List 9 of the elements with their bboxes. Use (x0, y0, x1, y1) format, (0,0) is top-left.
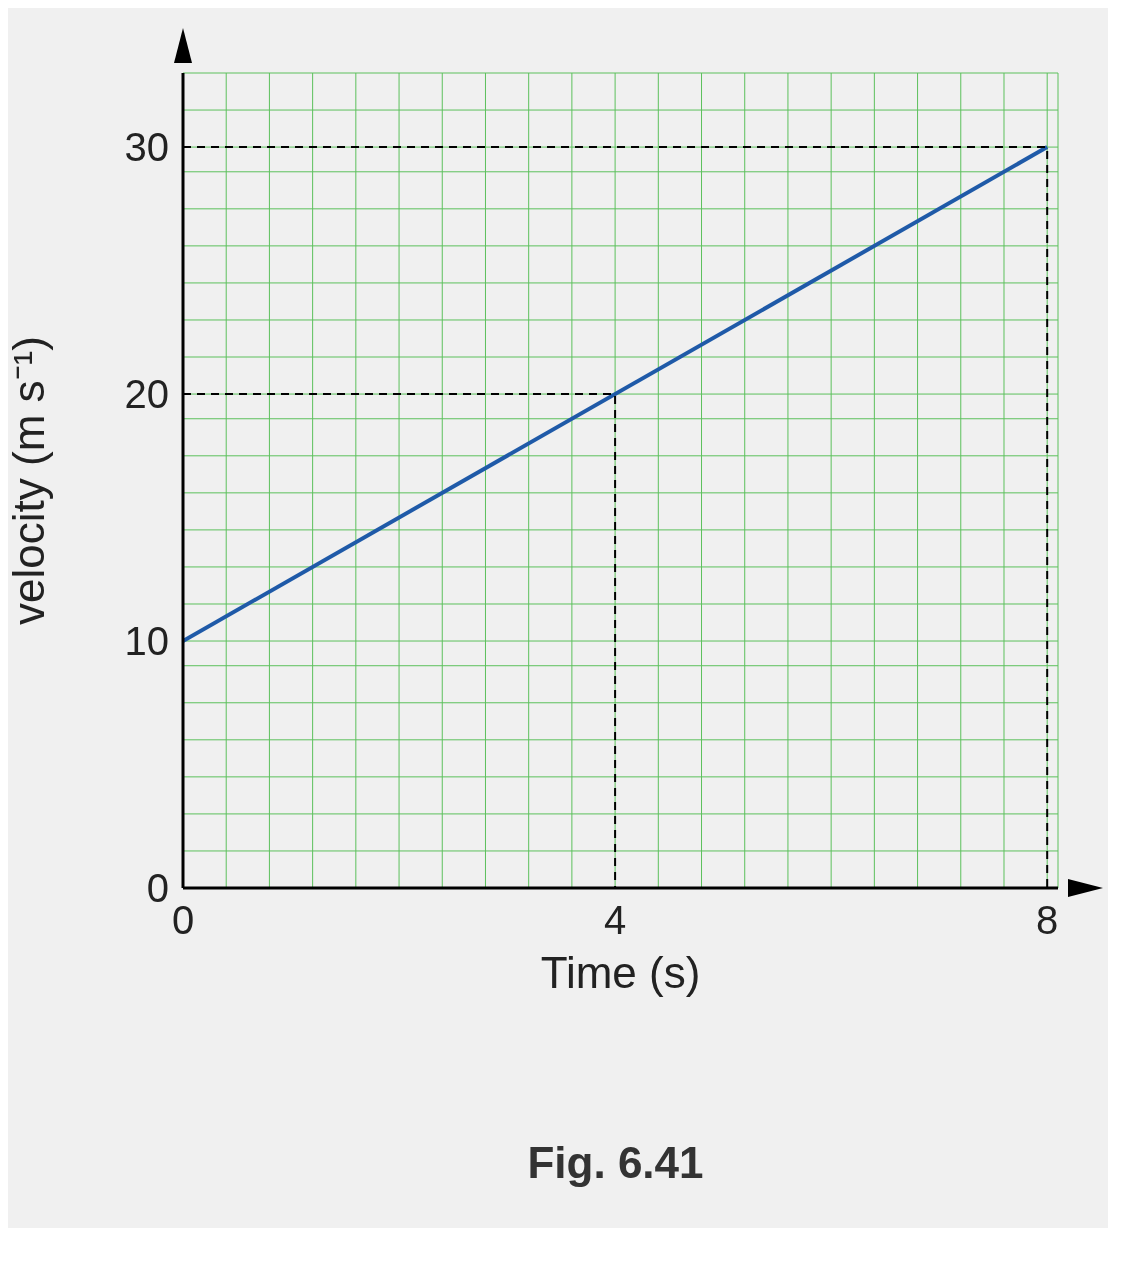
x-tick-label: 4 (603, 898, 627, 943)
caption: Fig. 6.41 (526, 1137, 705, 1189)
x-tick-label: 8 (1036, 898, 1059, 943)
y-axis-title: velocity (m s⁻¹) (3, 336, 53, 625)
y-tick-label: 10 (124, 619, 169, 664)
x-axis-title: Time (s) (540, 948, 701, 997)
y-tick-label: 0 (146, 866, 169, 911)
y-tick-label: 30 (124, 125, 169, 170)
y-tick-label: 20 (124, 372, 169, 417)
